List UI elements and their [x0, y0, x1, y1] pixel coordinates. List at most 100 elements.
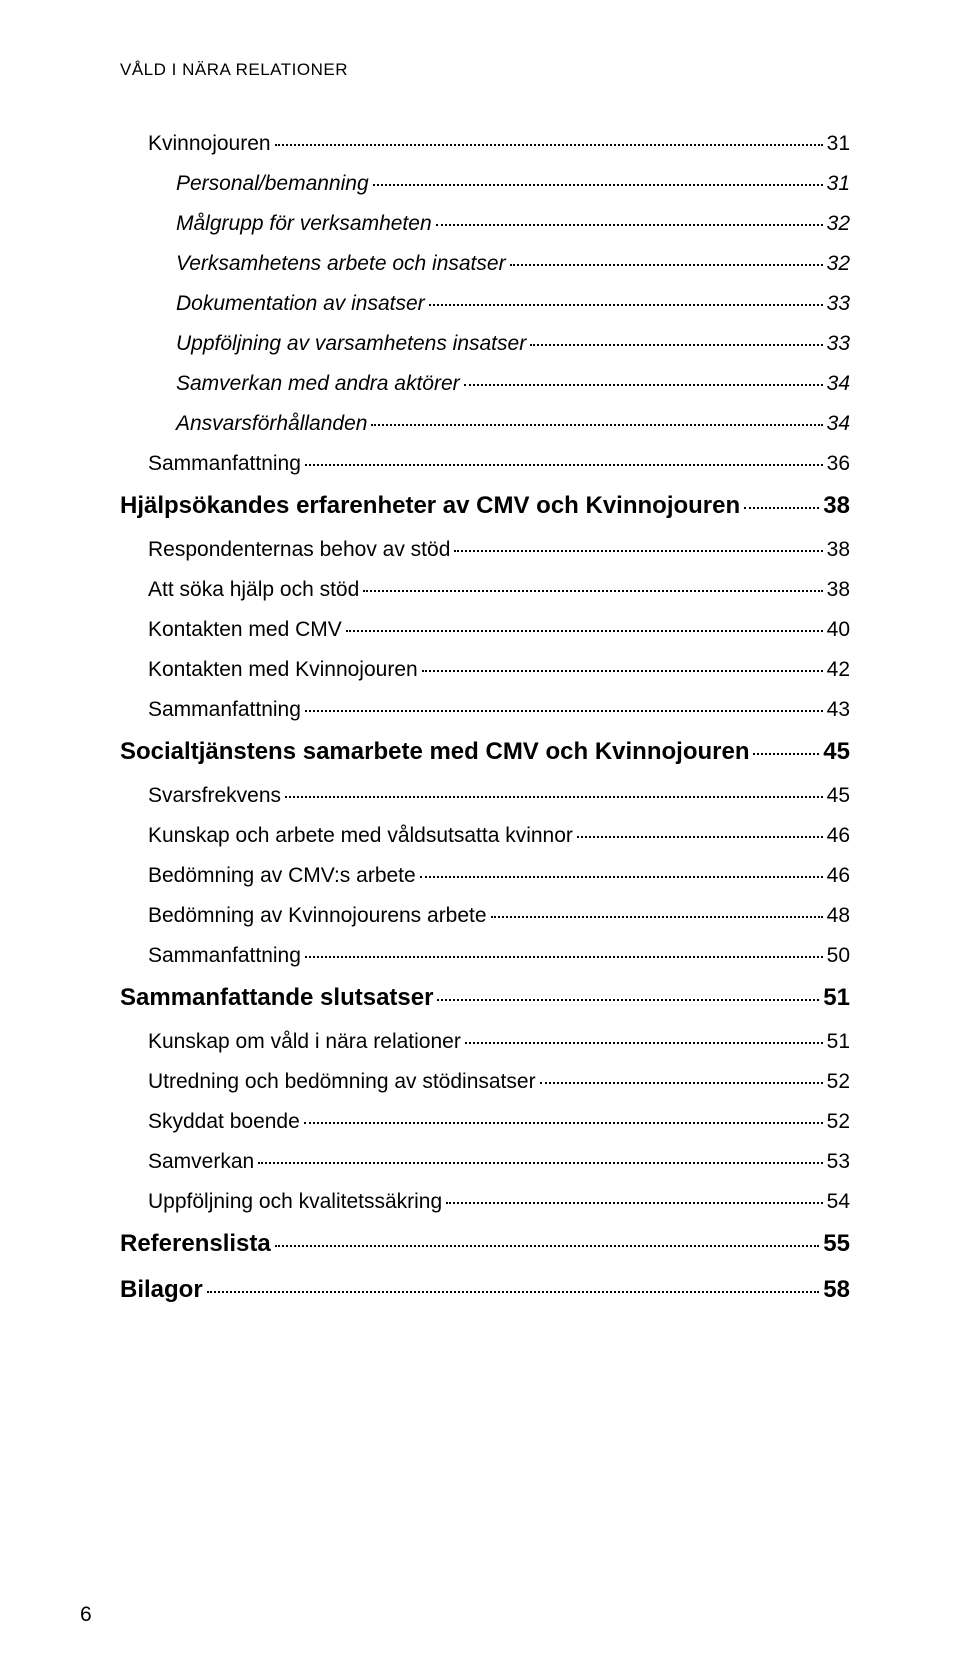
toc-entry-page: 34: [827, 372, 850, 396]
toc-entry-label: Verksamhetens arbete och insatser: [176, 252, 506, 276]
toc-leader: [275, 144, 823, 146]
toc-leader: [420, 876, 823, 878]
toc-entry-label: Utredning och bedömning av stödinsatser: [148, 1070, 536, 1094]
toc-entry: Att söka hjälp och stöd38: [120, 578, 850, 602]
toc-entry-label: Ansvarsförhållanden: [176, 412, 367, 436]
toc-entry: Referenslista 55: [120, 1230, 850, 1258]
toc-entry: Kunskap och arbete med våldsutsatta kvin…: [120, 824, 850, 848]
toc-entry-page: 36: [827, 452, 850, 476]
toc-leader: [207, 1291, 820, 1293]
toc-leader: [304, 1122, 823, 1124]
toc-leader: [491, 916, 823, 918]
toc-entry: Kontakten med CMV 40: [120, 618, 850, 642]
toc-entry-page: 58: [823, 1276, 850, 1304]
toc-entry-label: Kontakten med Kvinnojouren: [148, 658, 418, 682]
toc-entry: Verksamhetens arbete och insatser 32: [120, 252, 850, 276]
toc-entry-page: 48: [827, 904, 850, 928]
toc-entry-page: 31: [827, 132, 850, 156]
toc-entry: Skyddat boende52: [120, 1110, 850, 1134]
toc-entry: Socialtjänstens samarbete med CMV och Kv…: [120, 738, 850, 766]
toc-entry-label: Sammanfattning: [148, 944, 301, 968]
toc-entry: Kontakten med Kvinnojouren 42: [120, 658, 850, 682]
toc-entry: Respondenternas behov av stöd 38: [120, 538, 850, 562]
toc-entry-label: Kontakten med CMV: [148, 618, 342, 642]
toc-entry: Bedömning av Kvinnojourens arbete48: [120, 904, 850, 928]
toc-entry-page: 42: [827, 658, 850, 682]
toc-entry-label: Att söka hjälp och stöd: [148, 578, 359, 602]
toc-entry-label: Samverkan: [148, 1150, 254, 1174]
toc-entry: Sammanfattning 36: [120, 452, 850, 476]
toc-entry: Bedömning av CMV:s arbete46: [120, 864, 850, 888]
toc-leader: [305, 464, 823, 466]
toc-leader: [305, 956, 823, 958]
toc-entry: Hjälpsökandes erfarenheter av CMV och Kv…: [120, 492, 850, 520]
toc-entry: Samverkan 53: [120, 1150, 850, 1174]
toc-entry-page: 53: [827, 1150, 850, 1174]
toc-entry-page: 52: [827, 1070, 850, 1094]
toc-entry-label: Referenslista: [120, 1230, 271, 1258]
toc-entry-label: Dokumentation av insatser: [176, 292, 425, 316]
toc-entry-label: Respondenternas behov av stöd: [148, 538, 450, 562]
running-head: VÅLD I NÄRA RELATIONER: [120, 60, 850, 80]
toc-entry: Sammanfattning 50: [120, 944, 850, 968]
toc-entry-label: Målgrupp för verksamheten: [176, 212, 432, 236]
toc-entry: Ansvarsförhållanden 34: [120, 412, 850, 436]
table-of-contents: Kvinnojouren 31 Personal/bemanning 31 Målgru…: [120, 132, 850, 1304]
toc-entry-label: Uppföljning och kvalitetssäkring: [148, 1190, 442, 1214]
toc-entry-label: Socialtjänstens samarbete med CMV och Kv…: [120, 738, 749, 766]
toc-entry-page: 54: [827, 1190, 850, 1214]
toc-entry-label: Kvinnojouren: [148, 132, 271, 156]
toc-leader: [422, 670, 823, 672]
toc-leader: [275, 1245, 820, 1247]
toc-entry-label: Personal/bemanning: [176, 172, 369, 196]
toc-entry-label: Uppföljning av varsamhetens insatser: [176, 332, 526, 356]
toc-entry-label: Sammanfattning: [148, 698, 301, 722]
toc-entry-page: 51: [823, 984, 850, 1012]
toc-entry-page: 45: [827, 784, 850, 808]
toc-leader: [429, 304, 823, 306]
page-number: 6: [80, 1603, 92, 1627]
toc-entry-page: 50: [827, 944, 850, 968]
toc-entry-page: 34: [827, 412, 850, 436]
toc-entry-page: 45: [823, 738, 850, 766]
document-page: VÅLD I NÄRA RELATIONER Kvinnojouren31Per…: [0, 0, 960, 1677]
toc-entry: Sammanfattning 43: [120, 698, 850, 722]
toc-leader: [465, 1042, 823, 1044]
toc-entry-page: 31: [827, 172, 850, 196]
toc-leader: [285, 796, 823, 798]
toc-leader: [464, 384, 823, 386]
toc-entry-page: 46: [827, 824, 850, 848]
toc-entry-label: Bilagor: [120, 1276, 203, 1304]
toc-entry-label: Sammanfattning: [148, 452, 301, 476]
toc-entry-label: Skyddat boende: [148, 1110, 300, 1134]
toc-entry-page: 33: [827, 332, 850, 356]
toc-entry-page: 51: [827, 1030, 850, 1054]
toc-entry: Samverkan med andra aktörer 34: [120, 372, 850, 396]
toc-entry-page: 32: [827, 252, 850, 276]
toc-entry-page: 38: [823, 492, 850, 520]
toc-leader: [540, 1082, 823, 1084]
toc-entry-label: Samverkan med andra aktörer: [176, 372, 460, 396]
toc-entry-page: 46: [827, 864, 850, 888]
toc-entry-label: Kunskap om våld i nära relationer: [148, 1030, 461, 1054]
toc-entry-page: 32: [827, 212, 850, 236]
toc-entry-page: 38: [827, 538, 850, 562]
toc-entry-page: 40: [827, 618, 850, 642]
toc-leader: [744, 507, 819, 509]
toc-entry: Uppföljning och kvalitetssäkring 54: [120, 1190, 850, 1214]
toc-entry: Målgrupp för verksamheten 32: [120, 212, 850, 236]
toc-entry-label: Kunskap och arbete med våldsutsatta kvin…: [148, 824, 573, 848]
toc-entry-label: Svarsfrekvens: [148, 784, 281, 808]
toc-leader: [305, 710, 823, 712]
toc-entry-label: Hjälpsökandes erfarenheter av CMV och Kv…: [120, 492, 740, 520]
toc-leader: [577, 836, 823, 838]
toc-leader: [436, 224, 823, 226]
toc-leader: [530, 344, 822, 346]
toc-leader: [446, 1202, 822, 1204]
toc-entry: Svarsfrekvens 45: [120, 784, 850, 808]
toc-entry-page: 55: [823, 1230, 850, 1258]
toc-entry-page: 43: [827, 698, 850, 722]
toc-entry: Personal/bemanning 31: [120, 172, 850, 196]
toc-entry: Utredning och bedömning av stödinsatser 5…: [120, 1070, 850, 1094]
toc-leader: [373, 184, 823, 186]
